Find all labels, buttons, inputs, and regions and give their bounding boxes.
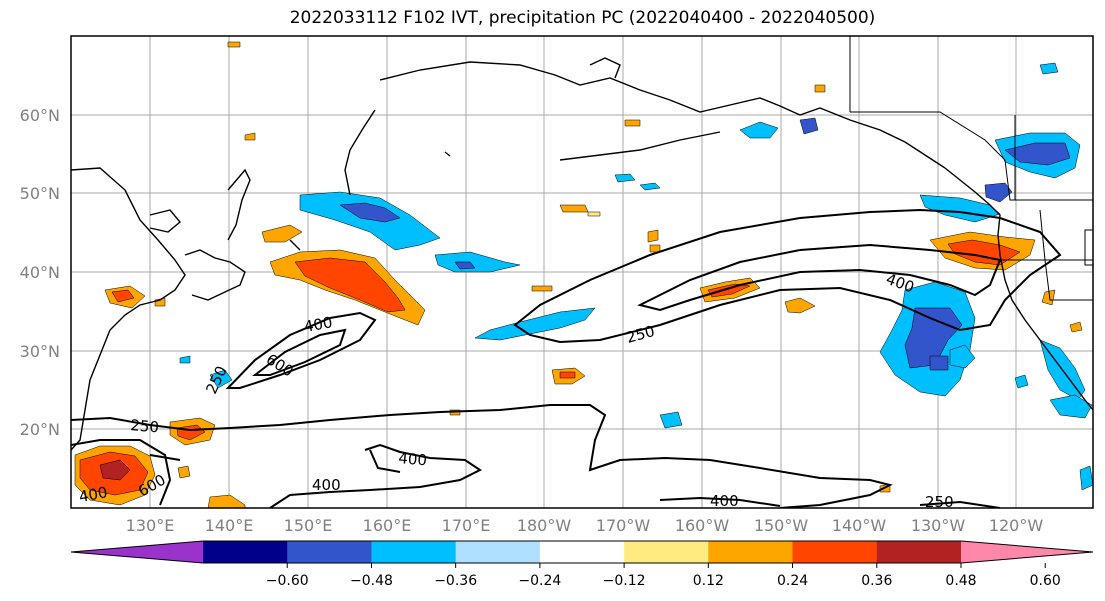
contour-label: 400 xyxy=(398,449,428,469)
lon-label: 140°W xyxy=(832,516,887,535)
lon-label: 130°W xyxy=(911,516,966,535)
contour-label: 250 xyxy=(130,416,160,436)
lat-label: 50°N xyxy=(20,184,60,203)
colorbar-outline xyxy=(70,540,1094,564)
colorbar-extend-low xyxy=(71,541,203,563)
lon-label: 140°E xyxy=(205,516,254,535)
lat-label: 30°N xyxy=(20,342,60,361)
colorbar-tick-label: 0.36 xyxy=(861,573,892,589)
colorbar-tick-label: 0.60 xyxy=(1030,573,1061,589)
colorbar-tick-label: 0.24 xyxy=(777,573,808,589)
colorbar-tick-label: −0.36 xyxy=(434,573,477,589)
colorbar-segment xyxy=(455,541,541,563)
colorbar-segment xyxy=(792,541,878,563)
colorbar-segment xyxy=(203,541,288,563)
colorbar-segment xyxy=(624,541,709,563)
latitude-labels: 60°N 50°N 40°N 30°N 20°N xyxy=(20,106,60,439)
precip-positive-regions xyxy=(74,41,1083,508)
lat-label: 40°N xyxy=(20,263,60,282)
lon-label: 160°E xyxy=(363,516,412,535)
colorbar-ticks: −0.60 −0.48 −0.36 −0.24 −0.12 0.12 0.24 0.36 0.4… xyxy=(266,563,1061,589)
colorbar-segment xyxy=(708,541,794,563)
gridlines xyxy=(71,36,1093,508)
colorbar-segment xyxy=(371,541,457,563)
lat-label: 20°N xyxy=(20,420,60,439)
colorbar-tick-label: 0.48 xyxy=(945,573,976,589)
contour-label: 400 xyxy=(303,313,334,336)
contour-label: 400 xyxy=(710,492,739,510)
contour-label: 400 xyxy=(78,483,109,506)
contour-label: 250 xyxy=(925,493,954,511)
lon-label: 170°E xyxy=(442,516,491,535)
lat-label: 60°N xyxy=(20,106,60,125)
colorbar xyxy=(70,540,1094,564)
map-frame xyxy=(70,35,1094,509)
contour-label: 400 xyxy=(312,476,341,494)
colorbar-segment xyxy=(287,541,372,563)
coastlines xyxy=(71,57,1093,451)
colorbar-tick-label: −0.12 xyxy=(603,573,646,589)
colorbar-tick-label: −0.48 xyxy=(350,573,393,589)
colorbar-tick-label: −0.60 xyxy=(266,573,309,589)
colorbar-tick-label: −0.24 xyxy=(518,573,561,589)
lon-label: 170°W xyxy=(596,516,651,535)
lon-label: 150°W xyxy=(754,516,809,535)
ivt-contours xyxy=(71,208,1062,508)
longitude-labels: 130°E 140°E 150°E 160°E 170°E 180°W 170°… xyxy=(126,516,1044,535)
colorbar-extend-high xyxy=(961,541,1093,563)
colorbar-tick-label: 0.12 xyxy=(693,573,724,589)
lon-label: 160°W xyxy=(675,516,730,535)
colorbar-segment xyxy=(876,541,962,563)
lon-label: 120°W xyxy=(989,516,1044,535)
lon-label: 180°W xyxy=(517,516,572,535)
colorbar-segment xyxy=(539,541,625,563)
map-title: 2022033112 F102 IVT, precipitation PC (2… xyxy=(289,8,876,28)
lon-label: 150°E xyxy=(284,516,333,535)
lon-label: 130°E xyxy=(126,516,175,535)
